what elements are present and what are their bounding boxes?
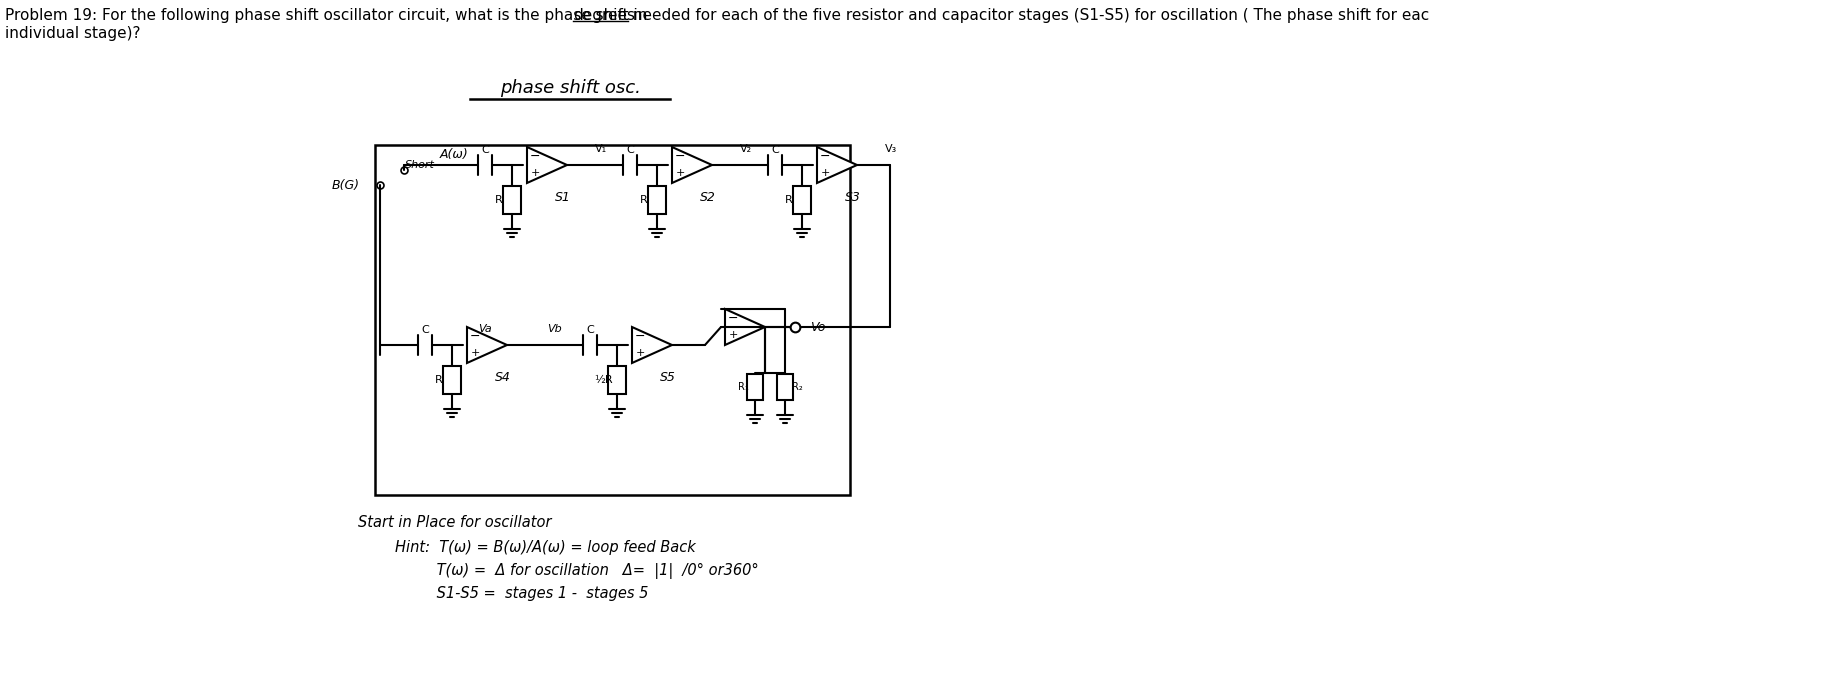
Bar [793, 186, 811, 214]
Text: V₃: V₃ [885, 144, 897, 154]
Text: −: − [469, 330, 480, 343]
Text: degrees: degrees [574, 8, 634, 23]
Text: S4: S4 [495, 370, 511, 384]
Text: +: + [728, 330, 737, 340]
Text: +: + [820, 168, 829, 178]
Text: Hint:  T(ω) = B(ω)/A(ω) = loop feed Back: Hint: T(ω) = B(ω)/A(ω) = loop feed Back [395, 540, 695, 555]
Text: Vo: Vo [809, 321, 826, 334]
Text: needed for each of the five resistor and capacitor stages (S1-S5) for oscillatio: needed for each of the five resistor and… [627, 8, 1429, 23]
Polygon shape [528, 147, 566, 183]
Polygon shape [671, 147, 712, 183]
Text: Vb: Vb [548, 324, 563, 334]
Bar [375, 145, 850, 495]
Text: S2: S2 [701, 191, 715, 204]
Text: A(ω): A(ω) [440, 148, 469, 161]
Text: T(ω) =  Δ for oscillation   Δ=  |1|  /0° or360°: T(ω) = Δ for oscillation Δ= |1| /0° or36… [395, 563, 760, 579]
Text: Va: Va [478, 324, 491, 334]
Text: S5: S5 [660, 370, 677, 384]
Bar [778, 374, 793, 400]
Text: −: − [820, 151, 829, 163]
Text: Start in Place for oscillator: Start in Place for oscillator [359, 515, 552, 530]
Bar [647, 186, 666, 214]
Text: S3: S3 [846, 191, 861, 204]
Text: R: R [785, 195, 793, 205]
Text: V₁: V₁ [596, 144, 607, 154]
Text: S1: S1 [555, 191, 570, 204]
Text: +: + [471, 348, 480, 358]
Text: Problem 19: For the following phase shift oscillator circuit, what is the phase : Problem 19: For the following phase shif… [6, 8, 714, 23]
Bar [504, 186, 520, 214]
Text: R₁: R₁ [737, 382, 748, 392]
Text: Short: Short [405, 160, 434, 170]
Bar [609, 366, 625, 394]
Text: R₂: R₂ [791, 382, 802, 392]
Text: C: C [482, 145, 489, 155]
Text: Problem 19: For the following phase shift oscillator circuit, what is the phase : Problem 19: For the following phase shif… [6, 8, 653, 23]
Text: C: C [587, 325, 594, 335]
Text: V₂: V₂ [739, 144, 752, 154]
Text: +: + [530, 168, 539, 178]
Text: C: C [625, 145, 634, 155]
Text: R: R [436, 375, 443, 385]
Polygon shape [725, 309, 765, 345]
Bar [443, 366, 462, 394]
Polygon shape [633, 327, 671, 363]
Text: B(G): B(G) [333, 178, 360, 191]
Text: individual stage)?: individual stage)? [6, 26, 140, 41]
Text: S1-S5 =  stages 1 -  stages 5: S1-S5 = stages 1 - stages 5 [395, 586, 649, 601]
Text: −: − [530, 151, 541, 163]
Polygon shape [467, 327, 508, 363]
Text: +: + [675, 168, 684, 178]
Text: −: − [675, 151, 686, 163]
Polygon shape [817, 147, 857, 183]
Text: C: C [421, 325, 428, 335]
Text: −: − [728, 312, 737, 325]
Text: +: + [634, 348, 645, 358]
Text: phase shift osc.: phase shift osc. [500, 79, 640, 97]
Text: R: R [495, 195, 502, 205]
Text: −: − [634, 330, 645, 343]
Bar [747, 374, 763, 400]
Text: R: R [640, 195, 647, 205]
Text: ½R: ½R [594, 375, 614, 385]
Text: C: C [771, 145, 780, 155]
